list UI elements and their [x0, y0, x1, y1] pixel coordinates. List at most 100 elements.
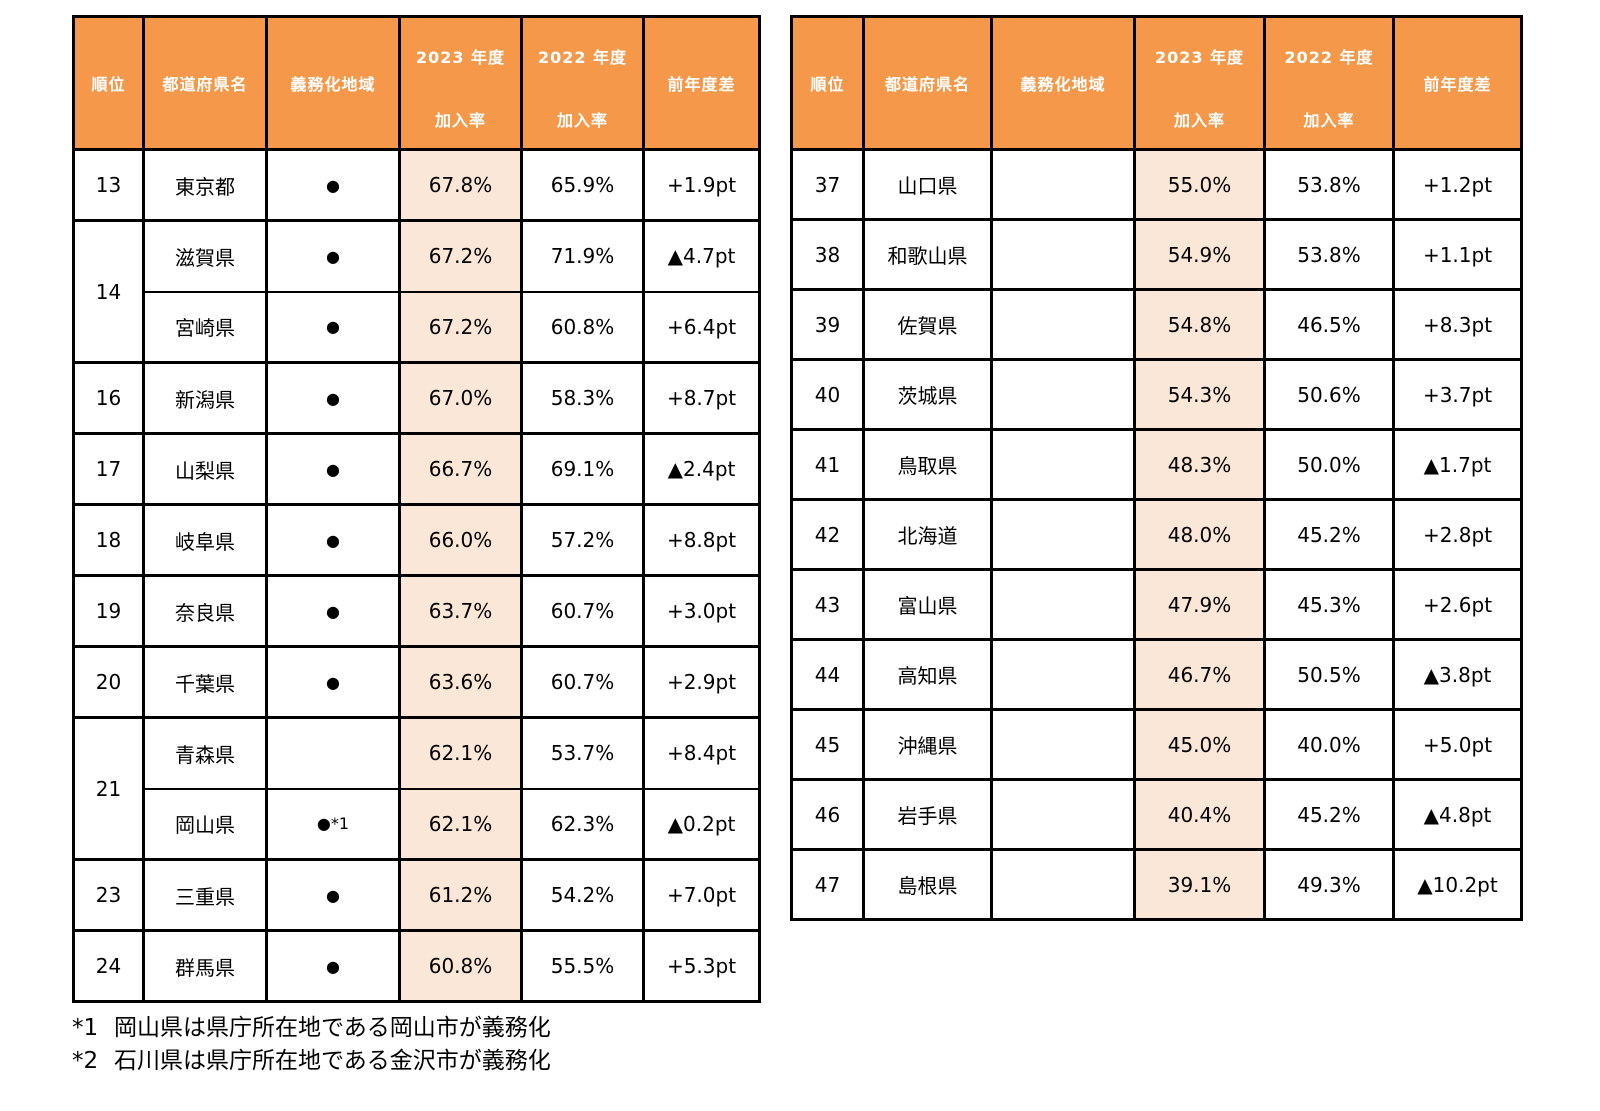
rate-2023-cell: 61.2% — [398, 858, 523, 932]
rate-2022-cell: 57.2% — [520, 503, 645, 577]
prefecture-cell: 新潟県 — [142, 361, 268, 435]
prefecture-cell: 宮崎県 — [142, 290, 268, 364]
mandatory-cell: ● — [265, 432, 401, 506]
mandatory-cell — [990, 568, 1136, 641]
table-row: 17 山梨県 ● 66.7% 69.1% ▲2.4pt — [72, 432, 761, 506]
table-row: 16 新潟県 ● 67.0% 58.3% +8.7pt — [72, 361, 761, 435]
rank-cell: 47 — [790, 848, 865, 921]
rank-cell: 17 — [72, 432, 145, 506]
rate-2023-cell: 46.7% — [1133, 638, 1266, 711]
footnote-1-marker: *1 — [72, 1015, 99, 1041]
rate-2023-cell: 48.0% — [1133, 498, 1266, 571]
diff-cell: +8.3pt — [1392, 288, 1523, 361]
header-fy2023-label: 2023 年度 — [415, 47, 506, 67]
diff-cell: +2.9pt — [642, 645, 761, 719]
prefecture-cell: 富山県 — [862, 568, 993, 641]
footnote-2: *2 石川県は県庁所在地である金沢市が義務化 — [72, 1045, 551, 1078]
diff-cell: ▲1.7pt — [1392, 428, 1523, 501]
header-rate-2023: 2023 年度 加入率 — [398, 15, 523, 151]
diff-cell: +3.0pt — [642, 574, 761, 648]
rate-2022-cell: 45.2% — [1263, 778, 1395, 851]
rate-2023-cell: 67.2% — [398, 290, 523, 364]
rate-2022-cell: 53.7% — [520, 716, 645, 790]
table-row: 24 群馬県 ● 60.8% 55.5% +5.3pt — [72, 929, 761, 1003]
mandatory-cell — [990, 638, 1136, 711]
rate-2022-cell: 58.3% — [520, 361, 645, 435]
rank-cell: 44 — [790, 638, 865, 711]
header-rank: 順位 — [790, 15, 865, 151]
rate-2022-cell: 55.5% — [520, 929, 645, 1003]
prefecture-cell: 沖縄県 — [862, 708, 993, 781]
diff-cell: +3.7pt — [1392, 358, 1523, 431]
header-fy2022-label: 2022 年度 — [1284, 47, 1374, 67]
rate-2023-cell: 66.0% — [398, 503, 523, 577]
header-rate-2022: 2022 年度 加入率 — [520, 15, 645, 151]
diff-cell: +2.8pt — [1392, 498, 1523, 571]
header-rate-2022: 2022 年度 加入率 — [1263, 15, 1395, 151]
prefecture-cell: 東京都 — [142, 148, 268, 222]
rate-2022-cell: 45.2% — [1263, 498, 1395, 571]
header-row: 順位 都道府県名 義務化地域 2023 年度 加入率 2022 年度 加入率 前… — [72, 15, 761, 151]
mandatory-cell — [990, 498, 1136, 571]
rate-2023-cell: 67.8% — [398, 148, 523, 222]
mandatory-cell: ●*1 — [265, 787, 401, 861]
footnotes: *1 岡山県は県庁所在地である岡山市が義務化 *2 石川県は県庁所在地である金沢市が… — [72, 1012, 551, 1078]
rate-2022-cell: 50.5% — [1263, 638, 1395, 711]
rank-cell: 46 — [790, 778, 865, 851]
rank-cell: 19 — [72, 574, 145, 648]
rate-2023-cell: 54.8% — [1133, 288, 1266, 361]
prefecture-cell: 佐賀県 — [862, 288, 993, 361]
rank-cell: 16 — [72, 361, 145, 435]
table-row: 38 和歌山県 54.9% 53.8% +1.1pt — [790, 218, 1523, 291]
footnote-2-text: 石川県は県庁所在地である金沢市が義務化 — [114, 1048, 551, 1074]
header-rate-2022-stack: 2022 年度 加入率 — [525, 20, 641, 147]
prefecture-cell: 山梨県 — [142, 432, 268, 506]
prefecture-cell: 群馬県 — [142, 929, 268, 1003]
diff-cell: ▲0.2pt — [642, 787, 761, 861]
prefecture-cell: 島根県 — [862, 848, 993, 921]
table-row: 40 茨城県 54.3% 50.6% +3.7pt — [790, 358, 1523, 431]
rate-2023-cell: 54.9% — [1133, 218, 1266, 291]
header-yoy-diff: 前年度差 — [642, 15, 761, 151]
prefecture-cell: 和歌山県 — [862, 218, 993, 291]
mandatory-cell — [990, 428, 1136, 501]
diff-cell: +1.2pt — [1392, 148, 1523, 221]
prefecture-cell: 岩手県 — [862, 778, 993, 851]
mandatory-cell: ● — [265, 929, 401, 1003]
rank-cell: 43 — [790, 568, 865, 641]
rank-cell-merged: 21 — [72, 716, 145, 861]
rate-2022-cell: 53.8% — [1263, 218, 1395, 291]
diff-cell: +2.6pt — [1392, 568, 1523, 641]
mandatory-cell: ● — [265, 574, 401, 648]
prefecture-cell: 鳥取県 — [862, 428, 993, 501]
rate-2022-cell: 65.9% — [520, 148, 645, 222]
rate-2022-cell: 46.5% — [1263, 288, 1395, 361]
diff-cell: ▲3.8pt — [1392, 638, 1523, 711]
header-fy2022-label: 2022 年度 — [537, 47, 628, 67]
diff-cell: +5.3pt — [642, 929, 761, 1003]
header-mandatory-area: 義務化地域 — [265, 15, 401, 151]
rank-cell: 37 — [790, 148, 865, 221]
rate-2023-cell: 67.0% — [398, 361, 523, 435]
rate-2023-cell: 60.8% — [398, 929, 523, 1003]
ranking-table-right: 順位 都道府県名 義務化地域 2023 年度 加入率 2022 年度 加入率 前… — [790, 15, 1523, 921]
rank-cell: 18 — [72, 503, 145, 577]
rank-cell: 41 — [790, 428, 865, 501]
header-mandatory-area: 義務化地域 — [990, 15, 1136, 151]
table-row: 41 鳥取県 48.3% 50.0% ▲1.7pt — [790, 428, 1523, 501]
rate-2023-cell: 66.7% — [398, 432, 523, 506]
mandatory-cell: ● — [265, 361, 401, 435]
header-rank: 順位 — [72, 15, 145, 151]
header-rate-2023-stack: 2023 年度 加入率 — [403, 20, 519, 147]
table-row: 18 岐阜県 ● 66.0% 57.2% +8.8pt — [72, 503, 761, 577]
rate-2023-cell: 40.4% — [1133, 778, 1266, 851]
prefecture-cell: 奈良県 — [142, 574, 268, 648]
rate-2023-cell: 63.7% — [398, 574, 523, 648]
rate-2023-cell: 62.1% — [398, 716, 523, 790]
mandatory-cell — [265, 716, 401, 790]
rate-2022-cell: 50.0% — [1263, 428, 1395, 501]
diff-cell: +8.7pt — [642, 361, 761, 435]
table-row: 14 滋賀県 ● 67.2% 71.9% ▲4.7pt — [72, 219, 761, 364]
rank-cell: 38 — [790, 218, 865, 291]
